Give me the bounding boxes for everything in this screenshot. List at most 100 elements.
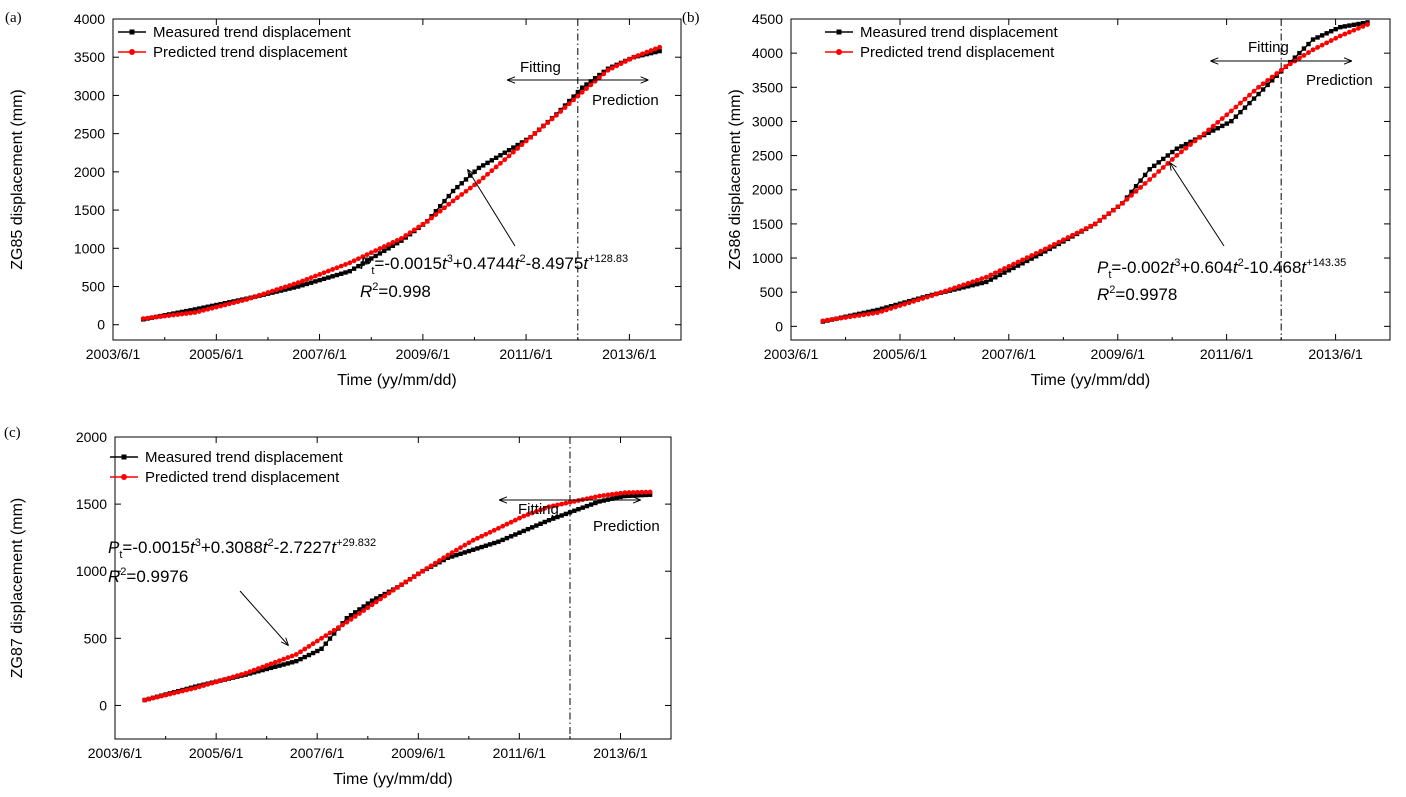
series-marker [1011,261,1016,267]
series-marker [1274,71,1280,76]
legend-marker [121,474,127,480]
series-marker [541,123,546,129]
series-marker [282,284,288,290]
y-tick-label: 3000 [752,113,783,129]
series-marker [283,287,288,292]
series-marker [323,633,329,639]
series-marker [601,71,607,77]
prediction-label: Prediction [1306,72,1373,89]
series-marker [183,311,189,316]
series-marker [485,160,490,166]
series-marker [327,636,333,641]
series-marker [493,155,499,160]
series-marker [630,490,636,495]
series-marker [356,256,361,262]
r-superscript: 2 [372,281,378,293]
series-marker [933,291,939,297]
series-marker [498,153,503,158]
series-marker [184,308,189,314]
legend-marker [121,454,127,460]
equation-part: =-0.0015 [122,538,190,557]
series-marker [364,252,370,258]
series-marker [442,205,447,211]
series-marker [487,542,493,547]
series-marker [357,607,362,612]
series-marker [1174,146,1180,151]
series-marker [226,675,232,681]
equation-part: -8.4975 [526,254,584,273]
legend-label: Predicted trend displacement [145,469,340,486]
series-marker [523,138,529,144]
series-marker [1011,265,1016,271]
series-marker [576,507,581,512]
series-marker [635,53,641,58]
series-marker [1002,270,1007,275]
series-marker [192,307,198,312]
series-marker [369,598,375,603]
series-marker [278,285,284,291]
series-marker [961,285,966,290]
series-marker [496,539,501,544]
series-marker [943,288,948,294]
series-marker [308,280,314,285]
series-marker [506,153,512,159]
series-marker [338,263,344,269]
series-marker [308,275,314,281]
series-marker [310,641,316,647]
series-marker [567,499,573,505]
series-marker [1297,55,1302,61]
series-marker [205,681,211,687]
series-marker [1024,255,1030,261]
x-tick-label: 2013/6/1 [602,346,657,362]
series-marker [961,282,966,288]
series-marker [268,661,274,667]
series-marker [1156,160,1161,165]
y-tick-label: 2000 [752,182,783,198]
series-marker [1206,130,1211,136]
series-marker [298,649,303,655]
series-marker [1033,250,1039,256]
plot-frame [114,436,672,740]
series-marker [492,540,497,546]
series-marker [446,193,451,199]
series-marker [1043,249,1048,254]
series-marker [420,568,426,574]
series-marker [924,294,930,300]
r-squared: R2=0.9978 [1097,284,1177,304]
series-marker [1133,188,1139,194]
series-marker [496,525,501,531]
series-marker [1210,128,1216,133]
series-marker [489,158,495,163]
series-marker [911,298,917,304]
series-marker [442,198,447,204]
series-marker [399,582,404,588]
series-marker [304,281,309,287]
prediction-label: Prediction [592,92,659,109]
series-marker [549,116,555,122]
series-marker [929,293,935,299]
series-marker [261,291,267,297]
x-tick-label: 2013/6/1 [593,745,648,761]
series-marker [472,169,477,174]
series-marker [493,164,499,170]
equation-part: 2 [520,253,526,265]
series-marker [852,313,858,319]
series-marker [513,532,518,537]
series-marker [1088,223,1094,229]
series-marker [631,54,637,60]
series-marker [394,238,400,243]
series-marker [572,508,577,513]
series-marker [626,493,632,499]
series-marker [517,530,522,535]
series-marker [475,546,480,551]
series-marker [313,279,318,284]
legend-marker [836,49,842,55]
series-marker [403,579,409,585]
series-marker [542,505,548,511]
series-marker [639,489,645,495]
series-marker [609,491,615,497]
series-marker [902,301,907,307]
series-marker [446,201,452,207]
series-marker [343,262,348,267]
x-tick-label: 2009/6/1 [1091,346,1146,362]
